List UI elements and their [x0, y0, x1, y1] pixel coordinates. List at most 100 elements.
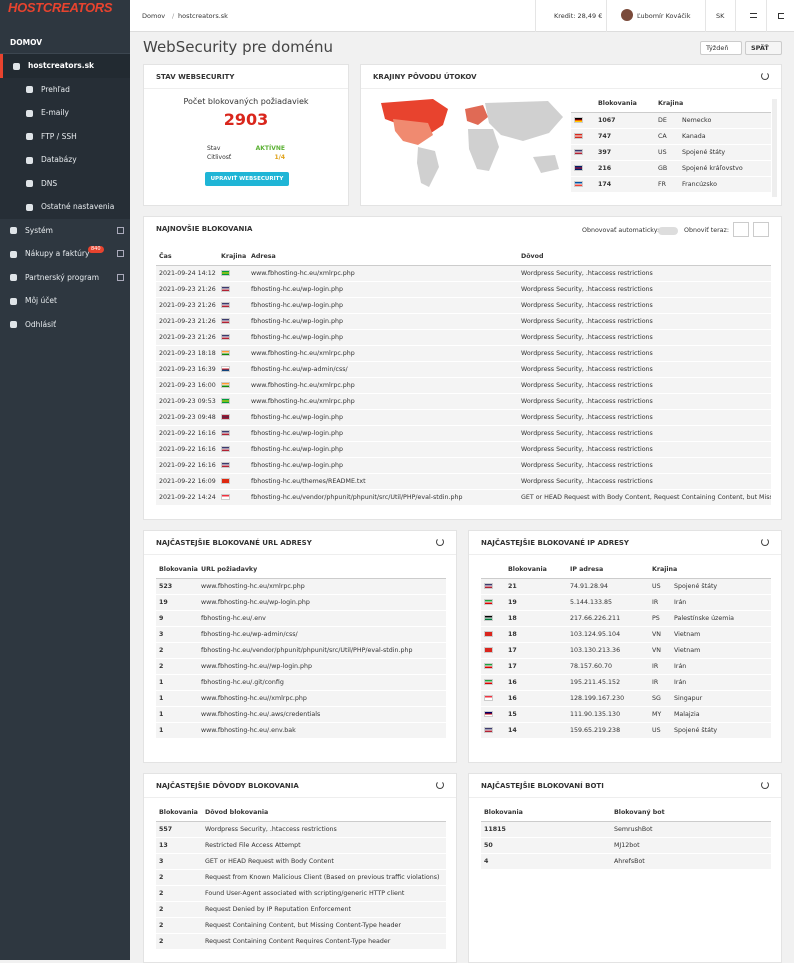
- table-row: 50 MJ12bot: [481, 837, 771, 854]
- ips-panel: NAJČASTEJŠIE BLOKOVANÉ IP ADRESY Blokova…: [468, 530, 782, 763]
- table-cell: AhrefsBot: [611, 853, 771, 870]
- table-cell: fbhosting-hc.eu/wp-login.php: [248, 281, 518, 298]
- refresh-button[interactable]: [733, 222, 749, 237]
- submenu-item[interactable]: Ostatné nastavenia: [0, 195, 130, 219]
- table-cell: VN: [649, 642, 671, 659]
- table-row: 17 78.157.60.70 IR Irán: [481, 658, 771, 675]
- table-cell: Irán: [671, 594, 771, 611]
- column-header: Blokovania: [481, 805, 611, 822]
- submenu-item[interactable]: E-maily: [0, 101, 130, 125]
- flag: [221, 381, 230, 388]
- breadcrumb-home[interactable]: Domov: [142, 12, 166, 20]
- refresh-icon[interactable]: [436, 538, 444, 546]
- table-cell: [571, 176, 595, 193]
- table-cell: 2021-09-23 09:53: [156, 393, 218, 410]
- refresh-icon[interactable]: [761, 72, 769, 80]
- menu-label: Nákupy a faktúry: [25, 249, 90, 258]
- refresh-icon[interactable]: [436, 781, 444, 789]
- column-header: Krajina: [649, 562, 677, 579]
- column-header: Blokovania: [595, 96, 655, 113]
- menu-label: Prehľad: [41, 84, 70, 94]
- data-table: Blokovania IP adresa Krajina 21 74.91.28.94 U…: [481, 562, 771, 739]
- table-row: 2021-09-23 16:00 www.fbhosting-hc.eu/xmlr…: [156, 377, 771, 394]
- table-cell: [218, 473, 248, 490]
- menu-item[interactable]: Odhlásiť: [0, 313, 130, 337]
- table-cell: 18: [505, 626, 567, 643]
- header-row: Blokovania URL požiadavky: [156, 562, 446, 579]
- submenu-item[interactable]: FTP / SSH: [0, 124, 130, 148]
- menu-icon: [10, 321, 17, 328]
- menu-label: hostcreators.sk: [28, 61, 95, 70]
- user-name[interactable]: Ľubomír Kováčik: [637, 12, 691, 20]
- table-cell: 2: [156, 933, 202, 950]
- column-header: IP adresa: [567, 562, 649, 579]
- refresh-icon[interactable]: [761, 538, 769, 546]
- menu-icon: [26, 156, 33, 164]
- map-region: [417, 147, 439, 187]
- table-cell: 2021-09-23 09:48: [156, 409, 218, 426]
- menu-item[interactable]: Systém: [0, 219, 130, 243]
- period-select[interactable]: Týždeň: [700, 41, 742, 55]
- scrollbar[interactable]: [772, 99, 777, 197]
- table-cell: fbhosting-hc.eu/vendor/phpunit/phpunit/s…: [198, 642, 446, 659]
- table-cell: 3: [156, 626, 198, 643]
- table-row: 2021-09-23 21:26 fbhosting-hc.eu/wp-login…: [156, 297, 771, 314]
- table-row: 2021-09-23 09:53 www.fbhosting-hc.eu/xmlr…: [156, 393, 771, 410]
- table-cell: www.fbhosting-hc.eu/xmlrpc.php: [198, 578, 446, 595]
- table-row: 18 103.124.95.104 VN Vietnam: [481, 626, 771, 643]
- download-button[interactable]: [753, 222, 769, 237]
- map-region: [468, 129, 499, 171]
- logo[interactable]: HOSTCREATORS: [8, 0, 113, 15]
- table-cell: www.fbhosting-hc.eu/xmlrpc.php: [248, 265, 518, 282]
- flag: [221, 333, 230, 340]
- table-cell: 15: [505, 706, 567, 723]
- header-row: Blokovania IP adresa Krajina: [481, 562, 771, 579]
- table-cell: US: [655, 144, 679, 161]
- auto-refresh-toggle[interactable]: [658, 227, 678, 235]
- refresh-icon[interactable]: [761, 781, 769, 789]
- menu-item[interactable]: hostcreators.sk: [0, 54, 130, 78]
- submenu-item[interactable]: Databázy: [0, 148, 130, 172]
- table-cell: IR: [649, 594, 671, 611]
- flag: [221, 317, 230, 324]
- table-cell: [218, 297, 248, 314]
- table-cell: 17: [505, 642, 567, 659]
- menu-label: Ostatné nastavenia: [41, 202, 115, 211]
- table-cell: 2: [156, 885, 202, 902]
- menu-label: Odhlásiť: [25, 319, 57, 329]
- menu-item[interactable]: Môj účet: [0, 289, 130, 313]
- table-cell: [481, 674, 505, 691]
- table-cell: Singapur: [671, 690, 771, 707]
- data-table: Blokovania URL požiadavky 523 www.fbhosting…: [156, 562, 446, 739]
- table-cell: 50: [481, 837, 611, 854]
- table-row: 16 195.211.45.152 IR Irán: [481, 674, 771, 691]
- table-cell: [218, 377, 248, 394]
- language[interactable]: SK: [716, 12, 725, 20]
- flag: [574, 164, 583, 171]
- logout-icon[interactable]: [778, 13, 784, 19]
- menu-item[interactable]: Partnerský program: [0, 266, 130, 290]
- menu-icon[interactable]: [750, 13, 757, 18]
- credit[interactable]: Kredit: 28,49 €: [554, 12, 603, 20]
- table-cell: 19: [156, 594, 198, 611]
- table-cell: 2021-09-23 21:26: [156, 313, 218, 330]
- flag: [221, 301, 230, 308]
- back-button[interactable]: SPÄŤ: [745, 41, 782, 55]
- menu-item[interactable]: Nákupy a faktúry 840: [0, 242, 130, 266]
- table-cell: 159.65.219.238: [567, 722, 649, 739]
- table-row: 523 www.fbhosting-hc.eu/xmlrpc.php: [156, 578, 446, 595]
- table-row: 1 fbhosting-hc.eu/.git/config: [156, 674, 446, 691]
- table-row: 1 www.fbhosting-hc.eu/.env.bak: [156, 722, 446, 739]
- table-cell: fbhosting-hc.eu/wp-login.php: [248, 425, 518, 442]
- submenu-item[interactable]: Prehľad: [0, 77, 130, 101]
- table-cell: 3: [156, 853, 202, 870]
- table-cell: [571, 128, 595, 145]
- edit-button[interactable]: UPRAVIŤ WEBSECURITY: [205, 172, 289, 186]
- table-cell: MY: [649, 706, 671, 723]
- urls-panel: NAJČASTEJŠIE BLOKOVANÉ URL ADRESY Blokov…: [143, 530, 457, 763]
- submenu-item[interactable]: DNS: [0, 171, 130, 195]
- table-cell: DE: [655, 112, 679, 129]
- flag: [221, 365, 230, 372]
- flag: [574, 132, 583, 139]
